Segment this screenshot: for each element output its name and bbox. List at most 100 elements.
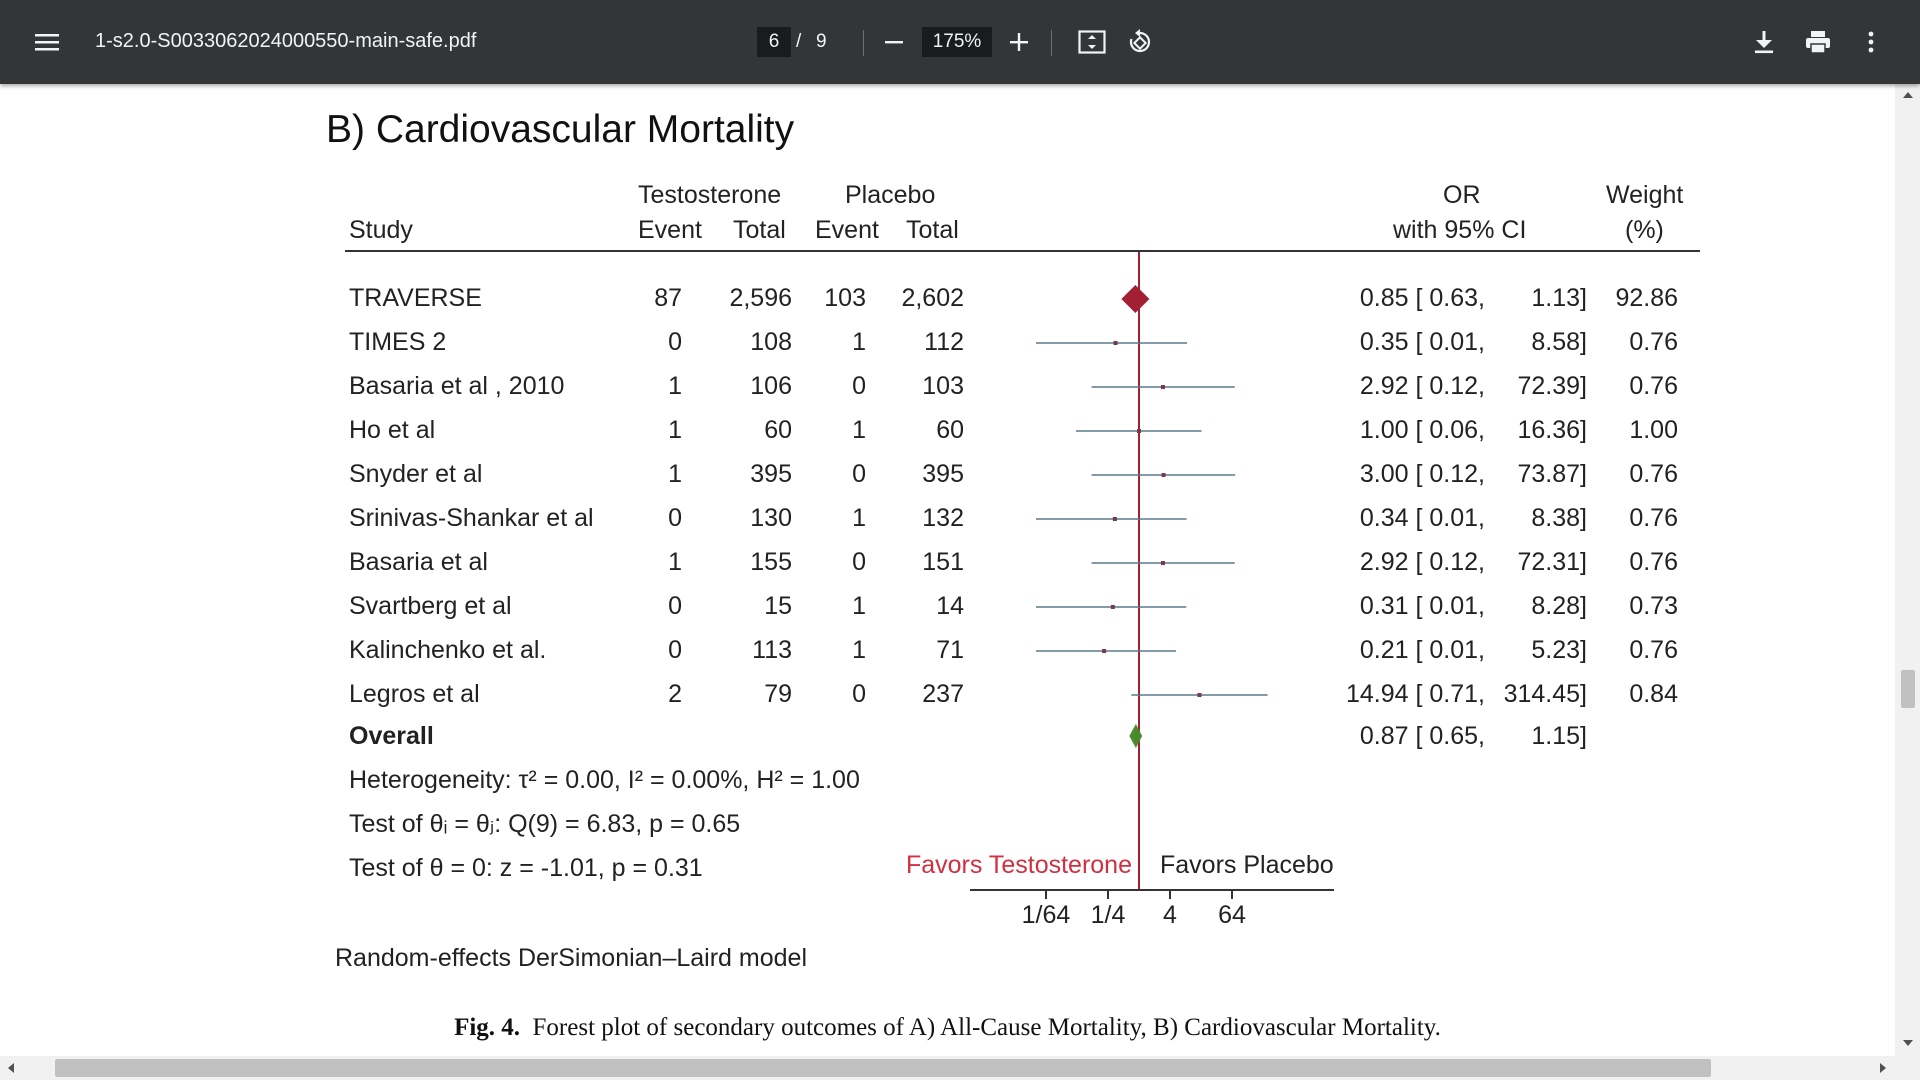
study-point-estimate bbox=[1110, 605, 1115, 609]
weight-value: 0.76 bbox=[1629, 548, 1678, 576]
header-weight-unit: (%) bbox=[1625, 216, 1664, 244]
study-name: Basaria et al , 2010 bbox=[349, 372, 565, 400]
menu-icon[interactable] bbox=[27, 22, 67, 62]
weight-value: 1.00 bbox=[1629, 416, 1678, 444]
header-rule bbox=[345, 250, 1700, 252]
study-point-estimate bbox=[1197, 693, 1202, 697]
ci-upper: 8.58] bbox=[1531, 328, 1587, 356]
header-or: OR bbox=[1443, 181, 1481, 209]
overall-label: Overall bbox=[349, 722, 434, 750]
ci-upper: 314.45] bbox=[1503, 680, 1587, 708]
testosterone-total: 130 bbox=[750, 504, 792, 532]
pdf-toolbar: 1-s2.0-S0033062024000550-main-safe.pdf /… bbox=[0, 0, 1920, 84]
study-name: Ho et al bbox=[349, 416, 436, 444]
placebo-event: 1 bbox=[852, 636, 866, 664]
ci-upper: 73.87] bbox=[1517, 460, 1587, 488]
pdf-page-viewport: B) Cardiovascular Mortality Testosterone… bbox=[0, 84, 1895, 1056]
weight-value: 0.76 bbox=[1629, 328, 1678, 356]
download-icon[interactable] bbox=[1744, 22, 1784, 62]
testosterone-total: 15 bbox=[764, 592, 792, 620]
heterogeneity-stats: Heterogeneity: τ² = 0.00, I² = 0.00%, H²… bbox=[349, 766, 860, 794]
fit-page-icon[interactable] bbox=[1072, 22, 1112, 62]
placebo-event: 103 bbox=[824, 284, 866, 312]
scroll-right-icon[interactable] bbox=[1880, 1063, 1886, 1073]
placebo-event: 1 bbox=[852, 504, 866, 532]
header-study: Study bbox=[349, 216, 413, 244]
or-estimate: 14.94 [ 0.71, bbox=[1345, 680, 1485, 708]
placebo-total: 2,602 bbox=[901, 284, 964, 312]
favors-testosterone-label: Favors Testosterone bbox=[905, 851, 1132, 879]
testosterone-total: 113 bbox=[752, 636, 792, 664]
placebo-event: 0 bbox=[852, 460, 866, 488]
header-event-testosterone: Event bbox=[638, 216, 702, 244]
ci-upper: 1.13] bbox=[1531, 284, 1587, 312]
study-name: Basaria et al bbox=[349, 548, 488, 576]
toolbar-divider bbox=[1051, 30, 1052, 56]
print-icon[interactable] bbox=[1798, 22, 1838, 62]
or-estimate: 0.31 [ 0.01, bbox=[1359, 592, 1485, 620]
scroll-up-icon[interactable] bbox=[1903, 92, 1913, 98]
study-name: TRAVERSE bbox=[349, 284, 482, 312]
test-of-zero: Test of θ = 0: z = -1.01, p = 0.31 bbox=[349, 854, 703, 882]
placebo-total: 71 bbox=[936, 636, 964, 664]
or-estimate: 0.85 [ 0.63, bbox=[1359, 284, 1485, 312]
rotate-icon[interactable] bbox=[1120, 22, 1160, 62]
header-total-placebo: Total bbox=[906, 216, 959, 244]
weight-value: 0.76 bbox=[1629, 460, 1678, 488]
study-point-estimate bbox=[1160, 385, 1165, 389]
overall-ci-upper: 1.15] bbox=[1531, 722, 1587, 750]
study-name: Kalinchenko et al. bbox=[349, 636, 547, 664]
placebo-total: 132 bbox=[922, 504, 964, 532]
zoom-out-icon[interactable] bbox=[874, 22, 914, 62]
study-point-estimate bbox=[1160, 561, 1165, 565]
vertical-scrollbar[interactable] bbox=[1895, 84, 1920, 1056]
testosterone-event: 1 bbox=[668, 548, 682, 576]
x-axis-tick-label: 1/4 bbox=[1091, 901, 1126, 929]
x-axis-tick-label: 4 bbox=[1163, 901, 1177, 929]
header-event-placebo: Event bbox=[815, 216, 879, 244]
forest-plot: 1/64 1/4 4 64 bbox=[970, 252, 1334, 929]
testosterone-event: 1 bbox=[668, 460, 682, 488]
study-point-estimate bbox=[1121, 285, 1150, 313]
placebo-total: 151 bbox=[922, 548, 964, 576]
page-total: 9 bbox=[816, 31, 827, 52]
header-weight: Weight bbox=[1606, 181, 1684, 209]
testosterone-total: 395 bbox=[750, 460, 792, 488]
placebo-event: 1 bbox=[852, 328, 866, 356]
testosterone-event: 0 bbox=[668, 636, 682, 664]
testosterone-total: 106 bbox=[750, 372, 792, 400]
header-testosterone: Testosterone bbox=[638, 181, 782, 209]
or-estimate: 2.92 [ 0.12, bbox=[1359, 548, 1485, 576]
placebo-total: 103 bbox=[922, 372, 964, 400]
placebo-total: 14 bbox=[936, 592, 964, 620]
caption-text: Forest plot of secondary outcomes of A) … bbox=[532, 1014, 1441, 1041]
study-point-estimate bbox=[1113, 341, 1118, 345]
or-estimate: 3.00 [ 0.12, bbox=[1359, 460, 1485, 488]
caption-label: Fig. 4. bbox=[454, 1014, 521, 1041]
horizontal-scrollbar[interactable] bbox=[0, 1056, 1920, 1080]
testosterone-total: 108 bbox=[750, 328, 792, 356]
page-number-input[interactable] bbox=[757, 27, 791, 57]
horizontal-scrollbar-thumb[interactable] bbox=[55, 1059, 1711, 1077]
study-name: TIMES 2 bbox=[349, 328, 447, 356]
placebo-event: 1 bbox=[852, 416, 866, 444]
vertical-scrollbar-thumb[interactable] bbox=[1901, 670, 1915, 708]
x-axis-tick-label: 64 bbox=[1218, 901, 1246, 929]
model-note: Random-effects DerSimonian–Laird model bbox=[335, 944, 807, 972]
zoom-level-input[interactable] bbox=[922, 27, 992, 57]
ci-upper: 72.31] bbox=[1517, 548, 1587, 576]
zoom-in-icon[interactable] bbox=[999, 22, 1039, 62]
study-name: Snyder et al bbox=[349, 460, 483, 488]
testosterone-event: 2 bbox=[668, 680, 682, 708]
overall-estimate-diamond bbox=[1129, 724, 1143, 748]
ci-upper: 72.39] bbox=[1517, 372, 1587, 400]
ci-upper: 8.38] bbox=[1531, 504, 1587, 532]
scroll-left-icon[interactable] bbox=[8, 1063, 14, 1073]
or-estimate: 0.34 [ 0.01, bbox=[1359, 504, 1485, 532]
figure-heading: B) Cardiovascular Mortality bbox=[326, 108, 795, 151]
study-point-estimate bbox=[1161, 473, 1166, 477]
more-vert-icon[interactable] bbox=[1851, 22, 1891, 62]
scroll-down-icon[interactable] bbox=[1903, 1040, 1913, 1046]
weight-value: 0.76 bbox=[1629, 504, 1678, 532]
x-axis-tick-label: 1/64 bbox=[1022, 901, 1071, 929]
